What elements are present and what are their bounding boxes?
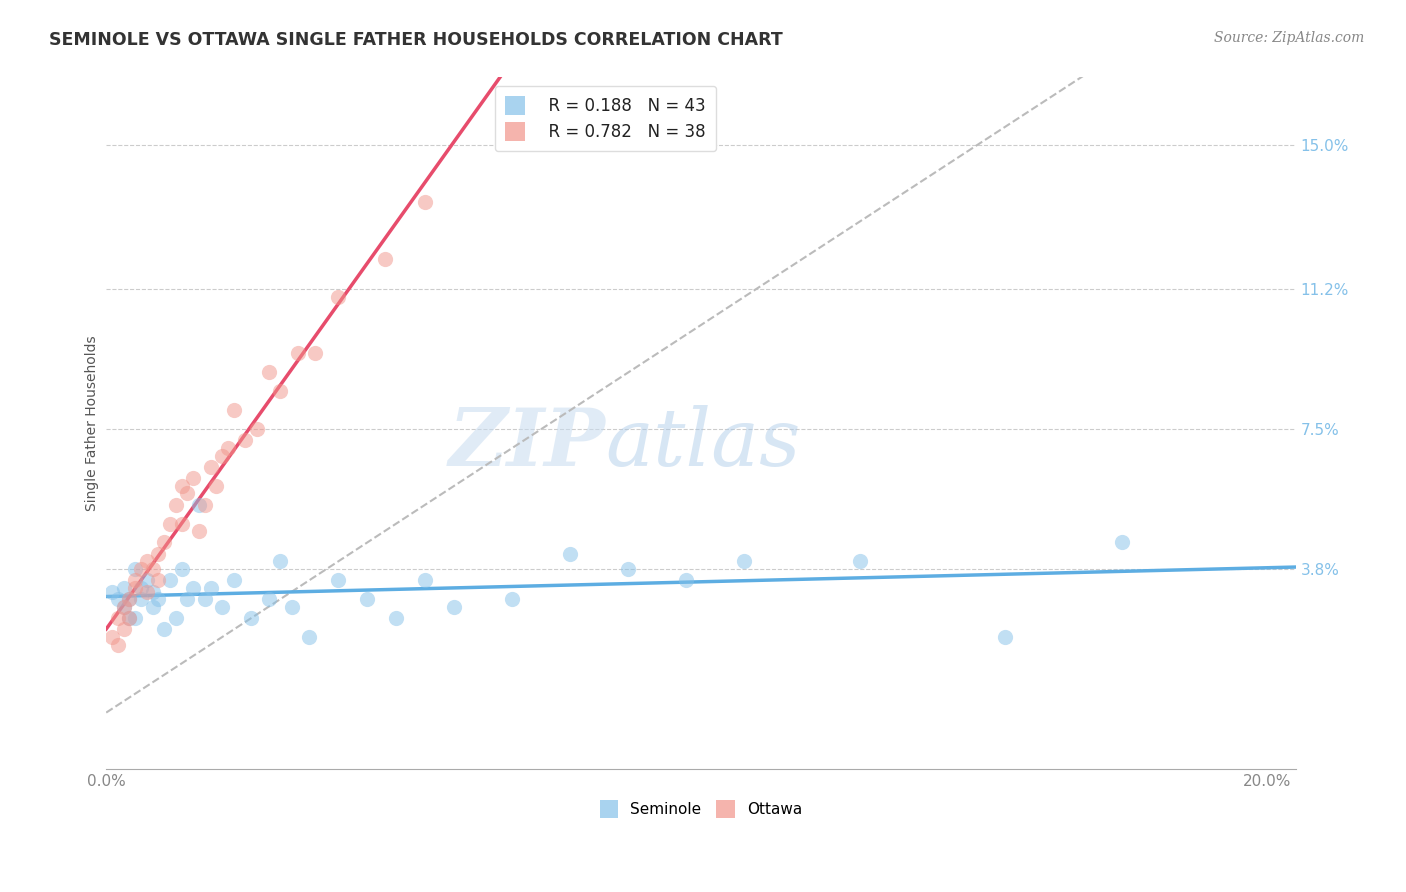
Point xyxy=(159,574,181,588)
Point xyxy=(165,498,187,512)
Point xyxy=(176,486,198,500)
Point xyxy=(675,574,697,588)
Point xyxy=(153,623,176,637)
Point xyxy=(142,599,165,614)
Point xyxy=(112,581,135,595)
Point xyxy=(560,547,582,561)
Point xyxy=(246,422,269,436)
Point xyxy=(281,599,304,614)
Point xyxy=(257,365,280,379)
Point xyxy=(118,592,141,607)
Point xyxy=(135,584,157,599)
Point xyxy=(269,554,291,568)
Point xyxy=(849,554,872,568)
Point xyxy=(107,638,129,652)
Point xyxy=(124,581,146,595)
Point xyxy=(298,630,321,644)
Point xyxy=(328,574,350,588)
Point xyxy=(124,611,146,625)
Point xyxy=(170,479,193,493)
Point xyxy=(235,434,257,448)
Point xyxy=(413,195,436,210)
Point xyxy=(356,592,378,607)
Point xyxy=(118,611,141,625)
Point xyxy=(107,592,129,607)
Point xyxy=(118,611,141,625)
Point xyxy=(129,562,152,576)
Point xyxy=(129,592,152,607)
Point xyxy=(107,611,129,625)
Point xyxy=(112,623,135,637)
Point xyxy=(148,592,170,607)
Text: Source: ZipAtlas.com: Source: ZipAtlas.com xyxy=(1213,31,1364,45)
Point xyxy=(159,516,181,531)
Point xyxy=(142,562,165,576)
Point xyxy=(148,547,170,561)
Point xyxy=(205,479,228,493)
Point xyxy=(617,562,640,576)
Point xyxy=(135,574,157,588)
Point xyxy=(287,346,309,360)
Point xyxy=(129,581,152,595)
Point xyxy=(170,562,193,576)
Point xyxy=(501,592,523,607)
Point xyxy=(222,403,245,417)
Text: ZIP: ZIP xyxy=(449,405,606,483)
Point xyxy=(269,384,291,399)
Point xyxy=(181,471,204,485)
Point xyxy=(170,516,193,531)
Text: atlas: atlas xyxy=(606,405,801,483)
Point xyxy=(148,574,170,588)
Y-axis label: Single Father Households: Single Father Households xyxy=(86,335,100,511)
Point xyxy=(124,562,146,576)
Point xyxy=(181,581,204,595)
Point xyxy=(153,535,176,549)
Point xyxy=(112,599,135,614)
Point xyxy=(257,592,280,607)
Point xyxy=(413,574,436,588)
Point xyxy=(240,611,263,625)
Point xyxy=(211,449,233,463)
Point xyxy=(1111,535,1133,549)
Point xyxy=(211,599,233,614)
Point xyxy=(200,459,222,474)
Point xyxy=(733,554,755,568)
Point xyxy=(101,630,124,644)
Legend: Seminole, Ottawa: Seminole, Ottawa xyxy=(593,794,808,824)
Point xyxy=(142,584,165,599)
Point xyxy=(112,599,135,614)
Point xyxy=(385,611,408,625)
Point xyxy=(200,581,222,595)
Point xyxy=(165,611,187,625)
Point xyxy=(374,252,396,266)
Point xyxy=(222,574,245,588)
Point xyxy=(328,290,350,304)
Text: SEMINOLE VS OTTAWA SINGLE FATHER HOUSEHOLDS CORRELATION CHART: SEMINOLE VS OTTAWA SINGLE FATHER HOUSEHO… xyxy=(49,31,783,49)
Point xyxy=(194,592,217,607)
Point xyxy=(304,346,326,360)
Point xyxy=(443,599,465,614)
Point xyxy=(194,498,217,512)
Point xyxy=(217,441,239,455)
Point xyxy=(135,554,157,568)
Point xyxy=(101,584,124,599)
Point xyxy=(176,592,198,607)
Point xyxy=(994,630,1017,644)
Point xyxy=(188,498,211,512)
Point xyxy=(124,574,146,588)
Point xyxy=(118,592,141,607)
Point xyxy=(188,524,211,538)
